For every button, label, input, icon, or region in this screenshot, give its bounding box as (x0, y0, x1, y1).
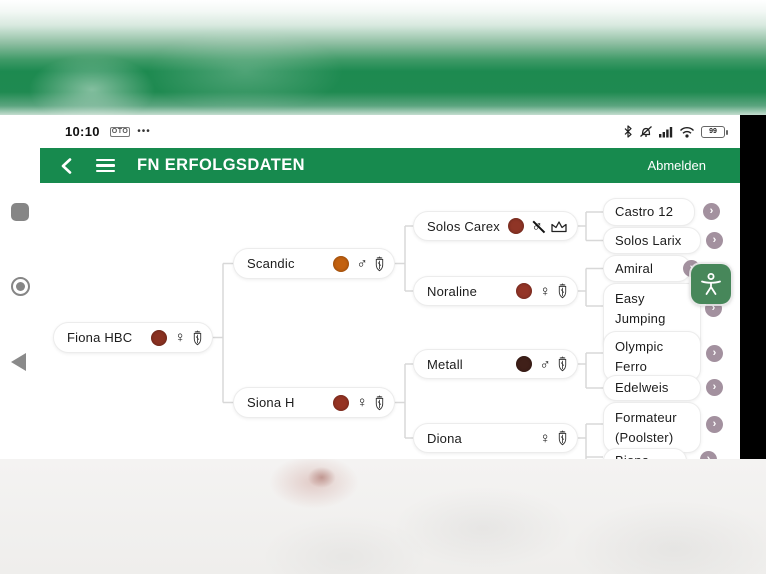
logout-button[interactable]: Abmelden (647, 158, 706, 173)
notification-dots: ••• (137, 126, 151, 137)
coat-color-dot (332, 394, 349, 411)
horse-node-amiral[interactable]: Amiral (603, 255, 691, 282)
breed-brand-icon (557, 430, 568, 446)
horse-node-biona[interactable]: Biona (603, 448, 687, 459)
female-icon: ♀ (539, 429, 551, 447)
expand-chevron-icon[interactable] (706, 345, 723, 362)
back-chevron-icon[interactable] (60, 157, 72, 174)
female-icon: ♀ (356, 394, 368, 411)
accessibility-shortcut-button[interactable] (691, 264, 731, 304)
horse-name: Amiral (615, 260, 654, 276)
breed-brand-icon (557, 283, 568, 299)
wifi-icon (679, 126, 695, 138)
horse-name: Siona H (247, 395, 295, 410)
horse-name: Olympic Ferro (615, 339, 664, 374)
phone-screenshot: 10:10 OTO ••• (0, 115, 766, 459)
horse-node-olympic-ferro[interactable]: Olympic Ferro (603, 331, 701, 382)
horse-name: Metall (427, 356, 463, 372)
expand-chevron-icon[interactable] (706, 232, 723, 249)
male-icon: ♂ (356, 255, 368, 272)
horse-name: Scandic (247, 256, 295, 271)
breed-brand-icon (192, 330, 203, 346)
horse-node-solos-larix[interactable]: Solos Larix (603, 227, 701, 254)
blurred-top-band (0, 0, 766, 115)
horse-name: Fiona HBC (67, 330, 133, 345)
horse-name: Solos Larix (615, 232, 682, 248)
recents-button-icon[interactable] (11, 203, 29, 221)
horse-node-formateur-poolster[interactable]: Formateur (Poolster) (603, 402, 701, 453)
horse-name: Diona (427, 430, 462, 446)
app-header: FN ERFOLGSDATEN Abmelden (40, 148, 740, 183)
battery-percent: 99 (709, 128, 717, 135)
breed-brand-icon (557, 356, 568, 372)
breed-brand-icon (374, 395, 385, 411)
signal-bars-icon (659, 126, 673, 137)
horse-node-fiona-hbc[interactable]: Fiona HBC ♀ (53, 322, 213, 353)
display-cutout-strip (740, 115, 766, 459)
horse-name: Formateur (Poolster) (615, 410, 677, 445)
pedigree-tree: Fiona HBC ♀ Scandic ♂ (40, 183, 740, 459)
breed-brand-icon (374, 256, 385, 272)
status-bar: 10:10 OTO ••• (40, 115, 740, 148)
horse-node-diona[interactable]: Diona ♀ (413, 423, 578, 453)
accessibility-person-icon (701, 273, 721, 295)
back-button-icon[interactable] (11, 353, 26, 371)
bluetooth-icon (624, 125, 632, 138)
page-title: FN ERFOLGSDATEN (137, 156, 305, 174)
coat-color-dot (507, 218, 524, 234)
crown-icon (550, 220, 568, 233)
expand-chevron-icon[interactable] (705, 300, 722, 317)
female-icon: ♀ (539, 282, 551, 300)
clock: 10:10 (65, 124, 100, 139)
mute-vibrate-icon (640, 126, 652, 137)
horse-node-edelweis[interactable]: Edelweis (603, 375, 701, 401)
blurred-bottom-band (0, 459, 766, 574)
coat-color-dot (332, 255, 349, 272)
horse-name: Noraline (427, 283, 478, 299)
expand-chevron-icon[interactable] (703, 203, 720, 220)
female-icon: ♀ (174, 329, 186, 346)
horse-node-scandic[interactable]: Scandic ♂ (233, 248, 395, 279)
home-button-icon[interactable] (11, 277, 30, 296)
horse-node-siona-h[interactable]: Siona H ♀ (233, 387, 395, 418)
tree-connectors (213, 211, 603, 459)
expand-chevron-icon[interactable] (700, 451, 717, 459)
battery-icon: 99 (701, 125, 728, 138)
android-nav-bar (0, 115, 40, 459)
horse-node-metall[interactable]: Metall ♂ (413, 349, 578, 379)
coat-color-dot (150, 329, 167, 346)
carrier-badge: OTO (109, 126, 131, 137)
app-window: 10:10 OTO ••• (40, 115, 740, 459)
horse-name: Biona (615, 451, 675, 459)
expand-chevron-icon[interactable] (706, 379, 723, 396)
horse-node-noraline[interactable]: Noraline ♀ (413, 276, 578, 306)
male-icon: ♂ (539, 355, 551, 373)
expand-chevron-icon[interactable] (706, 416, 723, 433)
horse-name: Solos Carex (427, 218, 501, 234)
gelding-icon: ♂ (531, 217, 543, 235)
horse-node-castro-12[interactable]: Castro 12 (603, 198, 695, 226)
horse-name: Edelweis (615, 380, 669, 396)
menu-icon[interactable] (96, 158, 115, 173)
coat-color-dot (515, 356, 532, 372)
coat-color-dot (515, 283, 532, 299)
horse-name: Castro 12 (615, 204, 674, 220)
horse-node-solos-carex[interactable]: Solos Carex ♂ (413, 211, 578, 241)
